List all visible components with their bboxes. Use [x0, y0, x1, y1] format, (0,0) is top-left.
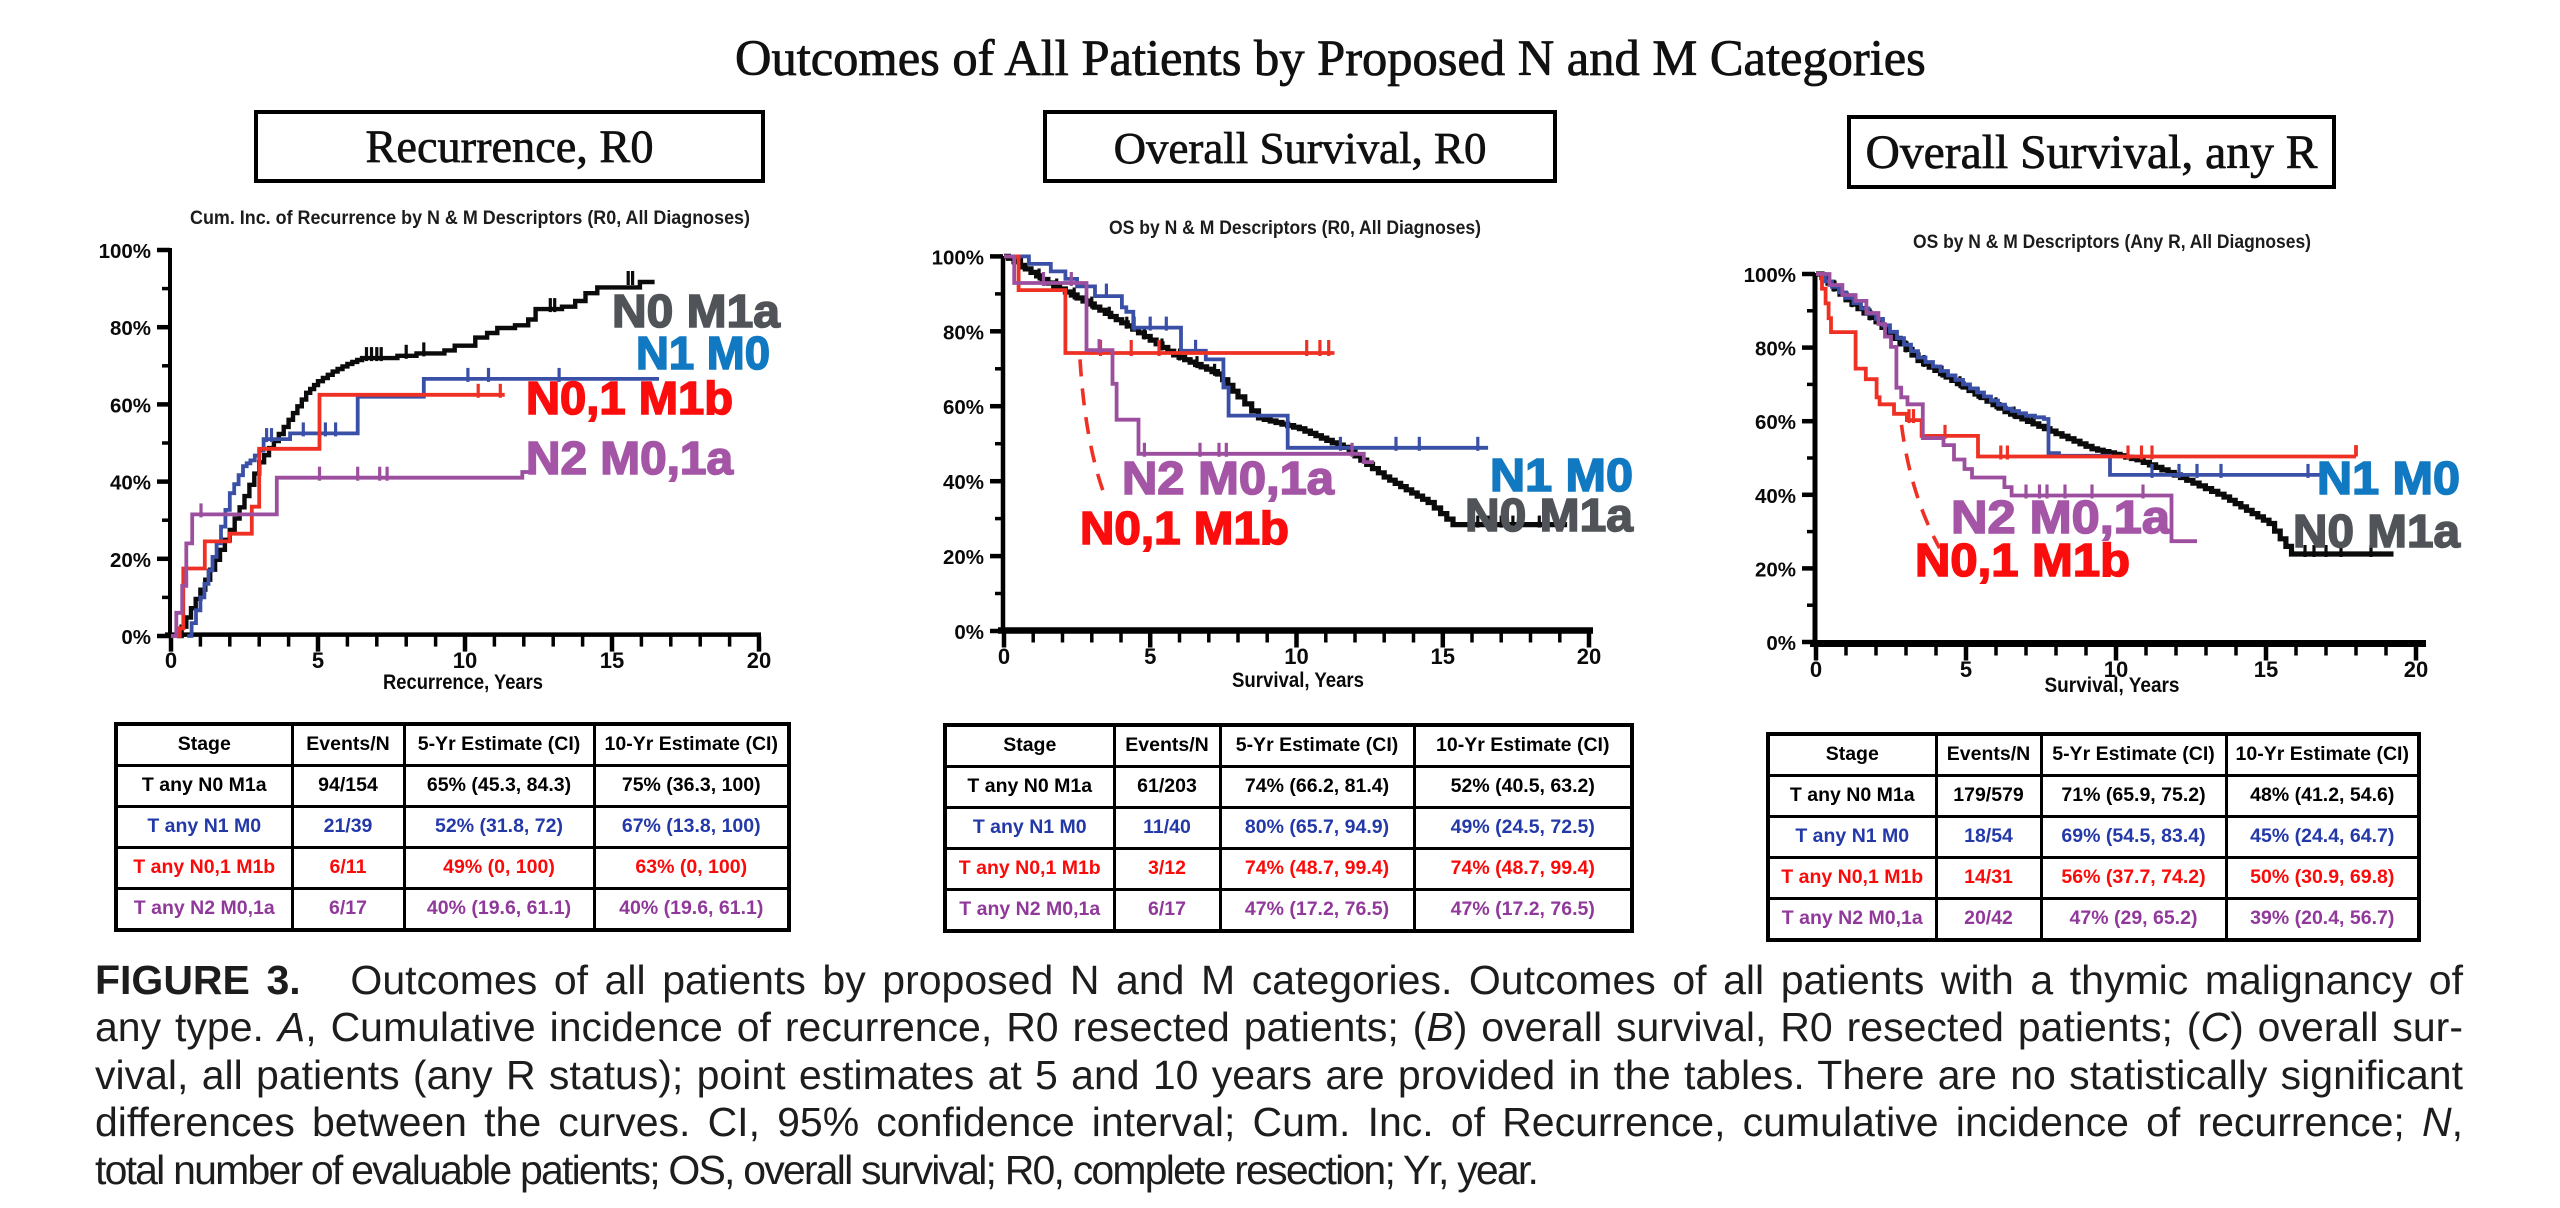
svg-text:20%: 20%	[943, 546, 984, 569]
svg-text:0: 0	[998, 644, 1010, 669]
svg-text:60%: 60%	[110, 394, 151, 417]
svg-text:OS by N & M Descriptors (R0, A: OS by N & M Descriptors (R0, All Diagnos…	[1109, 218, 1481, 239]
svg-text:N1 M0: N1 M0	[2317, 452, 2460, 504]
svg-text:20: 20	[1577, 644, 1601, 669]
svg-text:40%: 40%	[1755, 485, 1796, 508]
svg-text:80%: 80%	[943, 321, 984, 344]
svg-text:20%: 20%	[1755, 558, 1796, 581]
svg-text:10: 10	[453, 648, 477, 673]
svg-text:N0,1 M1b: N0,1 M1b	[1915, 534, 2130, 586]
svg-text:15: 15	[1431, 644, 1455, 669]
svg-text:100%: 100%	[932, 246, 984, 269]
svg-text:N2 M0,1a: N2 M0,1a	[526, 432, 733, 484]
svg-text:20: 20	[2404, 657, 2428, 682]
svg-text:0: 0	[1810, 657, 1822, 682]
svg-text:5: 5	[312, 648, 324, 673]
svg-text:20%: 20%	[110, 549, 151, 572]
svg-text:N0,1 M1b: N0,1 M1b	[526, 372, 733, 424]
svg-text:10: 10	[2104, 657, 2128, 682]
svg-text:0: 0	[165, 648, 177, 673]
svg-text:20: 20	[747, 648, 771, 673]
svg-text:0%: 0%	[1766, 632, 1796, 655]
svg-text:Cum. Inc. of Recurrence by N &: Cum. Inc. of Recurrence by N & M Descrip…	[190, 208, 750, 229]
svg-text:80%: 80%	[110, 317, 151, 340]
svg-text:N0 M1a: N0 M1a	[612, 285, 780, 337]
svg-text:60%: 60%	[1755, 411, 1796, 434]
svg-text:40%: 40%	[943, 471, 984, 494]
svg-text:N1 M0: N1 M0	[636, 327, 770, 379]
svg-text:15: 15	[600, 648, 624, 673]
svg-text:OS by N & M Descriptors (Any R: OS by N & M Descriptors (Any R, All Diag…	[1913, 232, 2311, 253]
svg-text:Survival, Years: Survival, Years	[1232, 669, 1364, 692]
svg-text:5: 5	[1960, 657, 1972, 682]
svg-text:60%: 60%	[943, 396, 984, 419]
svg-text:Recurrence, Years: Recurrence, Years	[383, 671, 543, 694]
svg-text:5: 5	[1144, 644, 1156, 669]
svg-text:0%: 0%	[121, 626, 151, 649]
svg-text:N0 M1a: N0 M1a	[2293, 505, 2460, 557]
svg-text:Survival, Years: Survival, Years	[2045, 674, 2180, 697]
svg-text:N1 M0: N1 M0	[1490, 449, 1633, 501]
svg-text:N2 M0,1a: N2 M0,1a	[1951, 491, 2170, 543]
svg-text:N0 M1a: N0 M1a	[1465, 489, 1633, 541]
svg-text:N2 M0,1a: N2 M0,1a	[1122, 452, 1334, 504]
svg-text:100%: 100%	[1744, 264, 1796, 287]
svg-text:80%: 80%	[1755, 338, 1796, 361]
svg-text:N0,1 M1b: N0,1 M1b	[1080, 502, 1289, 554]
svg-text:15: 15	[2254, 657, 2278, 682]
svg-text:40%: 40%	[110, 472, 151, 495]
svg-text:100%: 100%	[99, 240, 151, 263]
svg-text:10: 10	[1284, 644, 1308, 669]
svg-text:0%: 0%	[954, 621, 984, 644]
